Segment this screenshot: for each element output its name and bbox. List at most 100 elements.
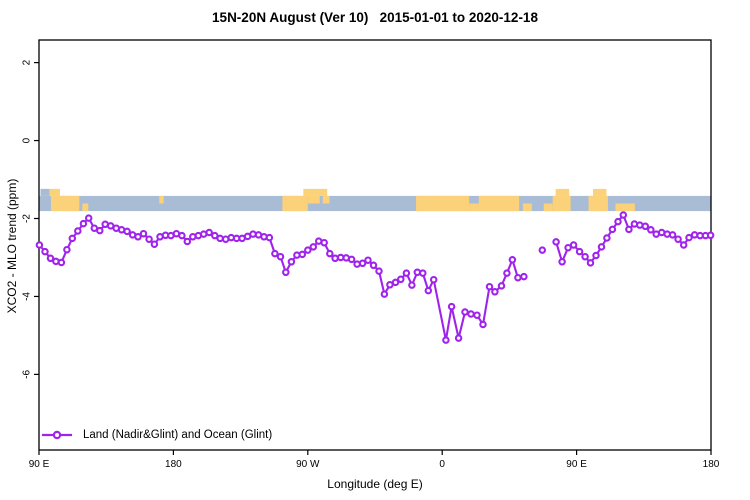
series-marker bbox=[364, 256, 372, 264]
series-marker bbox=[369, 261, 378, 270]
series-marker bbox=[419, 269, 427, 277]
series-marker bbox=[679, 241, 688, 249]
series-marker bbox=[603, 234, 611, 242]
series-marker bbox=[473, 311, 481, 319]
series-marker bbox=[57, 258, 66, 267]
series-marker bbox=[592, 251, 600, 260]
series-marker bbox=[309, 243, 318, 251]
plot-border bbox=[38, 39, 712, 451]
series-marker bbox=[608, 225, 617, 234]
x-tick-label: 180 bbox=[703, 459, 720, 470]
series-marker bbox=[558, 258, 566, 266]
series-marker bbox=[424, 286, 433, 295]
map-band-land-segment bbox=[615, 203, 635, 212]
series-marker bbox=[276, 252, 285, 261]
series-marker bbox=[298, 250, 307, 259]
x-axis-ticks: 90 E 180 90 W 0 90 E 180 bbox=[29, 450, 720, 470]
series-marker bbox=[205, 228, 213, 237]
map-band-land-segment bbox=[555, 188, 570, 196]
isolated-point-marker bbox=[538, 246, 547, 254]
series-marker bbox=[564, 243, 572, 252]
series-marker bbox=[331, 254, 339, 263]
series-marker bbox=[347, 255, 356, 264]
series-marker bbox=[68, 234, 77, 243]
series-marker bbox=[485, 282, 494, 291]
legend-line-marker-icon bbox=[42, 430, 72, 440]
series-marker bbox=[41, 247, 49, 256]
map-band-land-segment bbox=[588, 195, 608, 212]
series-marker bbox=[320, 238, 328, 247]
map-band-land-segment bbox=[543, 203, 553, 212]
y-tick-label: -2 bbox=[22, 214, 33, 223]
x-tick-label: 90 W bbox=[296, 459, 320, 470]
series-marker bbox=[46, 254, 55, 263]
series-marker bbox=[271, 249, 279, 258]
x-tick-label: 180 bbox=[165, 459, 182, 470]
series-marker bbox=[429, 275, 438, 284]
map-band-land-segment bbox=[50, 195, 80, 212]
y-tick-label: 2 bbox=[22, 59, 33, 65]
map-band-land-segment bbox=[159, 195, 164, 204]
map-band-land-segment bbox=[478, 195, 520, 212]
series-marker bbox=[597, 243, 606, 251]
map-band-land-segment bbox=[552, 195, 571, 212]
map-band-land-segment bbox=[82, 203, 89, 212]
series-marker bbox=[586, 259, 595, 267]
series-marker bbox=[491, 288, 499, 296]
series-marker bbox=[304, 246, 312, 254]
series-marker bbox=[647, 226, 655, 234]
series-marker bbox=[581, 252, 589, 261]
map-band-land-segment bbox=[522, 203, 532, 212]
y-tick-label: 0 bbox=[22, 137, 33, 143]
series-marker bbox=[211, 231, 219, 240]
series-marker bbox=[150, 240, 159, 248]
series-marker bbox=[569, 241, 578, 249]
series-marker bbox=[641, 222, 650, 231]
x-tick-label: 0 bbox=[439, 459, 445, 470]
series-marker bbox=[397, 275, 405, 284]
series-marker bbox=[145, 235, 153, 243]
series-marker bbox=[380, 290, 389, 298]
legend: Land (Nadir&Glint) and Ocean (Glint) bbox=[40, 426, 272, 444]
series-marker bbox=[216, 234, 224, 243]
x-axis-label: Longitude (deg E) bbox=[327, 477, 423, 491]
series-marker bbox=[447, 302, 456, 311]
series-marker bbox=[375, 267, 383, 275]
series-marker bbox=[265, 233, 274, 242]
series-marker bbox=[619, 211, 628, 219]
series-marker bbox=[391, 278, 400, 287]
series-marker bbox=[706, 231, 715, 240]
series-marker bbox=[386, 281, 394, 289]
series-marker bbox=[503, 269, 511, 277]
series-marker bbox=[183, 237, 192, 246]
series-marker bbox=[358, 259, 367, 268]
series-marker bbox=[674, 235, 682, 243]
series-marker bbox=[96, 226, 104, 235]
series-marker bbox=[520, 272, 528, 281]
series-marker bbox=[63, 245, 71, 254]
series-marker bbox=[454, 334, 463, 342]
y-axis-ticks: 2 0 -2 -4 -6 bbox=[22, 59, 39, 379]
x-tick-label: 90 E bbox=[566, 459, 587, 470]
series-marker bbox=[123, 227, 131, 236]
map-band-land-segment bbox=[469, 203, 480, 212]
series-marker bbox=[79, 219, 88, 228]
data-series bbox=[35, 211, 715, 344]
series-marker bbox=[479, 320, 487, 329]
series-marker bbox=[461, 308, 469, 316]
x-tick-label: 90 E bbox=[29, 459, 50, 470]
series-marker bbox=[402, 269, 411, 277]
chart-title: 15N-20N August (Ver 10) 2015-01-01 to 20… bbox=[212, 10, 538, 25]
map-band bbox=[39, 188, 711, 212]
y-tick-label: -4 bbox=[22, 292, 33, 301]
legend-label: Land (Nadir&Glint) and Ocean (Glint) bbox=[83, 429, 273, 441]
map-band-land-segment bbox=[593, 188, 607, 196]
series-marker bbox=[508, 256, 517, 264]
map-band-land-segment bbox=[322, 195, 330, 204]
series-marker bbox=[685, 233, 693, 242]
series-marker bbox=[514, 273, 522, 282]
series-marker bbox=[668, 231, 677, 239]
series-marker bbox=[326, 249, 334, 258]
